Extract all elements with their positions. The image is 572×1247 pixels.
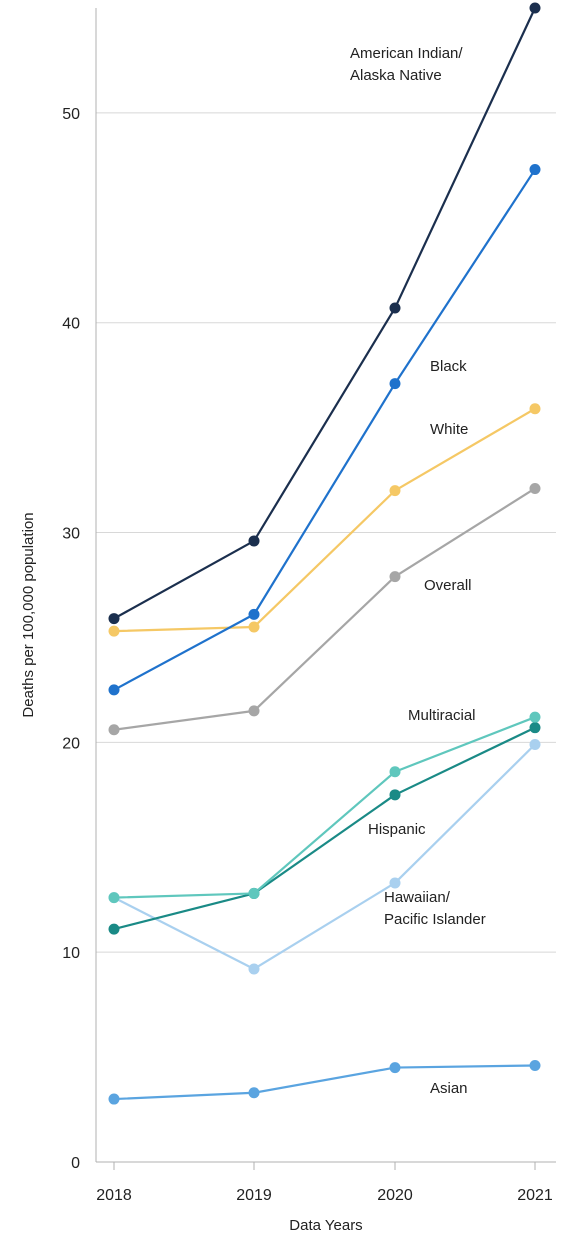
series-line: [113, 716, 536, 899]
x-tick-label: 2021: [517, 1187, 553, 1204]
data-point: [529, 482, 541, 494]
data-point: [389, 302, 401, 314]
y-tick-label: 50: [62, 106, 80, 123]
series-label-line: White: [430, 421, 468, 438]
series-line: [113, 743, 536, 971]
data-point: [389, 485, 401, 497]
data-point: [108, 613, 120, 625]
data-point: [108, 684, 120, 696]
data-point: [529, 164, 541, 176]
x-axis-ticks: 2018 2019 2020 2021: [96, 1162, 553, 1204]
gridlines: [96, 112, 556, 953]
data-point: [529, 1059, 541, 1071]
y-tick-label: 30: [62, 526, 80, 543]
series-line: [113, 1064, 536, 1101]
series-line: [113, 168, 536, 691]
series-label: American Indian/Alaska Native: [350, 45, 463, 84]
series-label-line: Pacific Islander: [384, 911, 486, 928]
data-point: [248, 535, 260, 547]
x-axis-title: Data Years: [289, 1217, 362, 1234]
x-tick-label: 2018: [96, 1187, 132, 1204]
y-tick-label: 40: [62, 316, 80, 333]
series-label: White: [430, 421, 468, 438]
data-point: [389, 1062, 401, 1074]
data-point: [389, 378, 401, 390]
series-lines: [113, 7, 536, 1101]
series-line: [113, 7, 536, 620]
data-point: [248, 621, 260, 633]
y-axis-ticks: 0 10 20 30 40 50: [62, 106, 80, 1172]
series-points: [108, 2, 541, 1105]
data-point: [529, 2, 541, 14]
y-tick-label: 0: [71, 1155, 80, 1172]
data-point: [108, 1093, 120, 1105]
series-label: Asian: [430, 1080, 468, 1097]
data-point: [248, 705, 260, 717]
series-label-line: Asian: [430, 1080, 468, 1097]
series-label-line: Overall: [424, 577, 472, 594]
x-tick-label: 2020: [377, 1187, 413, 1204]
series-label-line: Black: [430, 358, 467, 375]
data-point: [108, 724, 120, 736]
data-point: [248, 963, 260, 975]
series-label-line: Alaska Native: [350, 67, 442, 84]
series-label-line: Hispanic: [368, 821, 426, 838]
data-point: [108, 625, 120, 637]
data-point: [529, 738, 541, 750]
series-label-line: Multiracial: [408, 707, 476, 724]
y-tick-label: 20: [62, 735, 80, 752]
series-label: Multiracial: [408, 707, 476, 724]
data-point: [529, 403, 541, 415]
data-point: [389, 766, 401, 778]
series-line: [113, 726, 536, 931]
y-axis-title: Deaths per 100,000 population: [20, 512, 37, 717]
series-label: Hawaiian/Pacific Islander: [384, 889, 486, 928]
data-point: [389, 571, 401, 583]
x-tick-label: 2019: [236, 1187, 272, 1204]
data-point: [529, 711, 541, 723]
series-label: Hispanic: [368, 821, 426, 838]
series-label-line: Hawaiian/: [384, 889, 451, 906]
series-line: [113, 407, 536, 633]
series-label: Overall: [424, 577, 472, 594]
data-point: [248, 1087, 260, 1099]
series-label: Black: [430, 358, 467, 375]
series-labels: American Indian/Alaska Native Black White O…: [350, 45, 486, 1097]
data-point: [389, 789, 401, 801]
data-point: [389, 877, 401, 889]
series-line: [113, 487, 536, 731]
series-label-line: American Indian/: [350, 45, 463, 62]
data-point: [108, 923, 120, 935]
data-point: [248, 608, 260, 620]
data-point: [529, 722, 541, 734]
data-point: [108, 892, 120, 904]
y-tick-label: 10: [62, 945, 80, 962]
data-point: [248, 887, 260, 899]
